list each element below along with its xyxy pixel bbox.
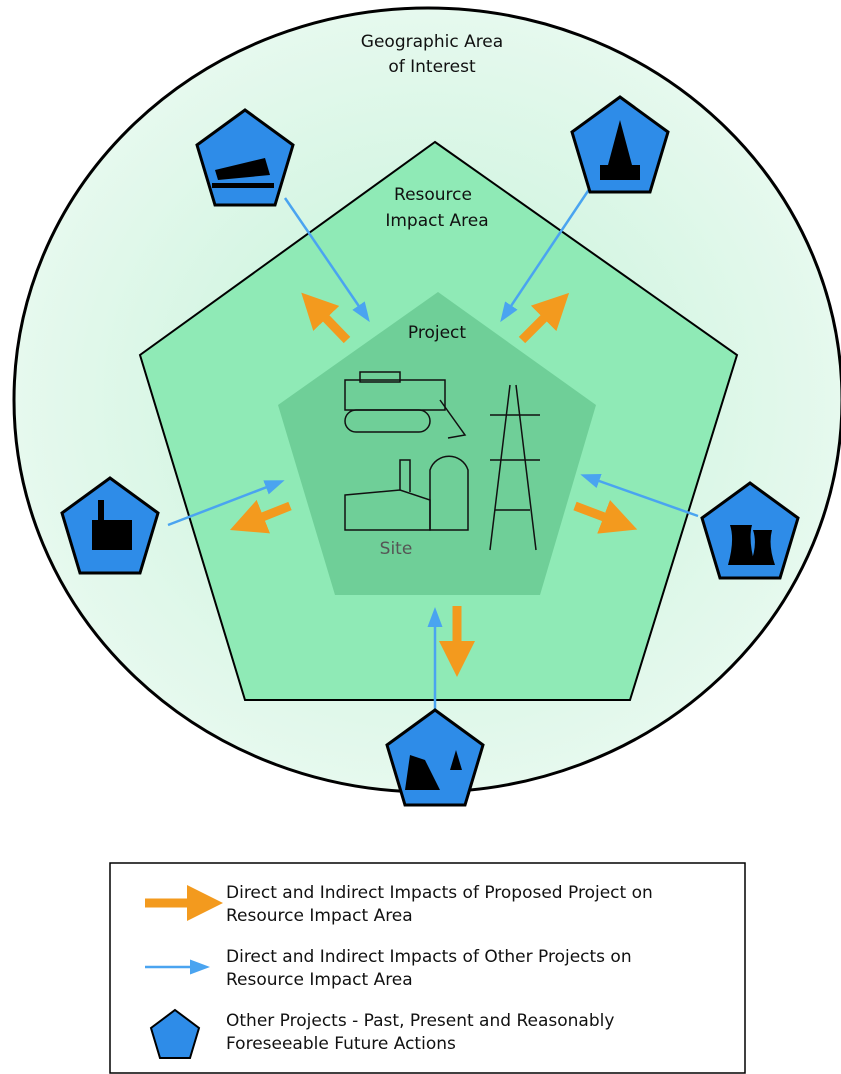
geographic-label: Geographic Area [361,32,503,52]
legend-text: Resource Impact Area [226,970,413,990]
site-label: Site [380,539,413,559]
resource-label: Impact Area [385,211,488,231]
geographic-label: of Interest [388,57,476,77]
project-label: Project [408,323,466,343]
legend-text: Other Projects - Past, Present and Reaso… [226,1011,614,1031]
diagram: Geographic Area of Interest Resource Imp… [0,0,841,1074]
legend-text: Foreseeable Future Actions [226,1034,456,1054]
legend-text: Resource Impact Area [226,906,413,926]
resource-label: Resource [394,185,472,205]
legend-text: Direct and Indirect Impacts of Proposed … [226,883,653,903]
legend-text: Direct and Indirect Impacts of Other Pro… [226,947,632,967]
